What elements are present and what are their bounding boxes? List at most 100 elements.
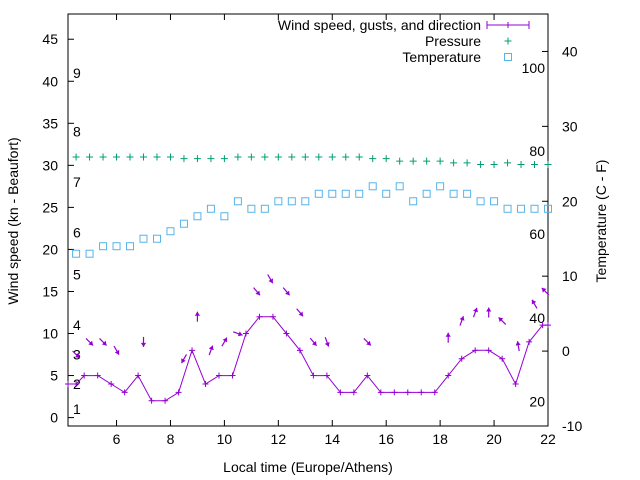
plot-area: [67, 13, 549, 427]
temperature-point: [436, 182, 445, 191]
pressure-point: [369, 155, 377, 163]
beaufort-scale: 123456789: [73, 65, 81, 417]
wind-speed-point: [418, 389, 425, 396]
legend-label: Wind speed, gusts, and direction: [278, 17, 481, 33]
temperature-point: [206, 204, 215, 213]
y-left-tick-label: 45: [42, 31, 58, 47]
wind-speed-point: [121, 389, 128, 396]
y-right-tick-label: -10: [562, 418, 582, 434]
wind-direction-arrows: [72, 274, 550, 364]
temperature-point: [341, 189, 350, 198]
wind-direction-arrowhead: [88, 340, 94, 346]
x-tick-label: 16: [378, 431, 394, 447]
pressure-point: [247, 153, 255, 161]
temperature-point: [409, 197, 418, 206]
wind-direction-arrowhead: [541, 287, 547, 293]
wind-speed-point: [350, 389, 357, 396]
wind-speed-point: [445, 372, 452, 379]
temperature-point: [382, 189, 391, 198]
pressure-point: [382, 155, 390, 163]
temperature-point: [301, 197, 310, 206]
wind-direction-arrowhead: [194, 311, 200, 316]
temperature-point: [139, 234, 148, 243]
temperature-point: [233, 197, 242, 206]
fahrenheit-label: 100: [522, 60, 546, 76]
y-left-tick-label: 25: [42, 199, 58, 215]
y-axis-right: -10 0 10 20 30 40: [542, 43, 582, 434]
pressure-point: [490, 161, 498, 169]
wind-direction-arrowhead: [515, 341, 521, 346]
wind-speed-point: [364, 372, 371, 379]
y-left-tick-label: 20: [42, 241, 58, 257]
wind-direction-arrowhead: [255, 290, 260, 296]
wind-direction-arrowhead: [298, 311, 304, 317]
beaufort-label: 7: [73, 174, 81, 190]
beaufort-label: 3: [73, 347, 81, 363]
legend-swatch-temperature: [504, 53, 512, 61]
x-tick-label: 14: [324, 431, 340, 447]
temperature-point: [179, 219, 188, 228]
wind-speed-point: [162, 397, 169, 404]
plot-frame: [67, 13, 549, 427]
pressure-point: [153, 153, 161, 161]
pressure-point: [126, 153, 134, 161]
wind-direction-arrowhead: [486, 307, 492, 312]
pressure-point: [504, 159, 512, 167]
pressure-point: [234, 153, 242, 161]
temperature-point: [395, 182, 404, 191]
temperature-point: [490, 197, 499, 206]
wind-direction-arrowhead: [75, 353, 80, 359]
wind-speed-point: [539, 322, 546, 329]
y-left-tick-label: 5: [50, 368, 58, 384]
wind-direction-arrowhead: [324, 342, 330, 347]
wind-speed-point: [323, 372, 330, 379]
wind-speed-point: [310, 372, 317, 379]
x-tick-label: 18: [432, 431, 448, 447]
x-axis-label: Local time (Europe/Athens): [223, 459, 393, 475]
wind-speed-point: [269, 313, 276, 320]
wind-speed-point: [485, 347, 492, 354]
temperature-point: [530, 204, 539, 213]
pressure-point: [180, 155, 188, 163]
beaufort-label: 5: [73, 267, 81, 283]
wind-speed-point: [512, 380, 519, 387]
x-tick-label: 22: [540, 431, 556, 447]
pressure-point: [436, 157, 444, 165]
wind-direction-arrowhead: [498, 317, 504, 322]
wind-speed-point: [472, 347, 479, 354]
y-left-tick-label: 10: [42, 326, 58, 342]
wind-speed-point: [81, 372, 88, 379]
wind-speed-point: [391, 389, 398, 396]
pressure-point: [477, 161, 485, 169]
temperature-point: [544, 204, 552, 213]
temperature-point: [85, 249, 94, 258]
legend-label: Pressure: [425, 33, 481, 49]
temperature-point: [355, 189, 364, 198]
wind-direction-arrowhead: [285, 290, 290, 296]
y-left-tick-label: 15: [42, 283, 58, 299]
pressure-point: [207, 155, 215, 163]
temperature-point: [328, 189, 337, 198]
pressure-point: [72, 153, 80, 161]
beaufort-label: 1: [73, 401, 81, 417]
y-right-tick-label: 0: [562, 343, 570, 359]
temperature-point: [449, 189, 458, 198]
temperature-point: [247, 204, 256, 213]
x-tick-label: 10: [217, 431, 233, 447]
y-axis-left-label: Wind speed (kn - Beaufort): [5, 137, 21, 304]
temperature-point: [99, 242, 108, 251]
legend-label: Temperature: [402, 49, 481, 65]
wind-speed-point: [148, 397, 155, 404]
wind-speed-point: [216, 372, 223, 379]
legend-swatch-pressure: [504, 37, 512, 45]
x-tick-label: 12: [271, 431, 287, 447]
temperature-point: [152, 234, 161, 243]
wind-direction-arrowhead: [101, 340, 107, 346]
y-right-tick-label: 20: [562, 193, 578, 209]
x-axis: 6 8 10 12 14 16 18 20 22: [113, 14, 556, 447]
pressure-point: [355, 153, 363, 161]
pressure-point: [261, 153, 269, 161]
temperature-point: [166, 227, 175, 236]
temperature-point: [476, 197, 485, 206]
wind-direction-arrowhead: [445, 332, 451, 337]
